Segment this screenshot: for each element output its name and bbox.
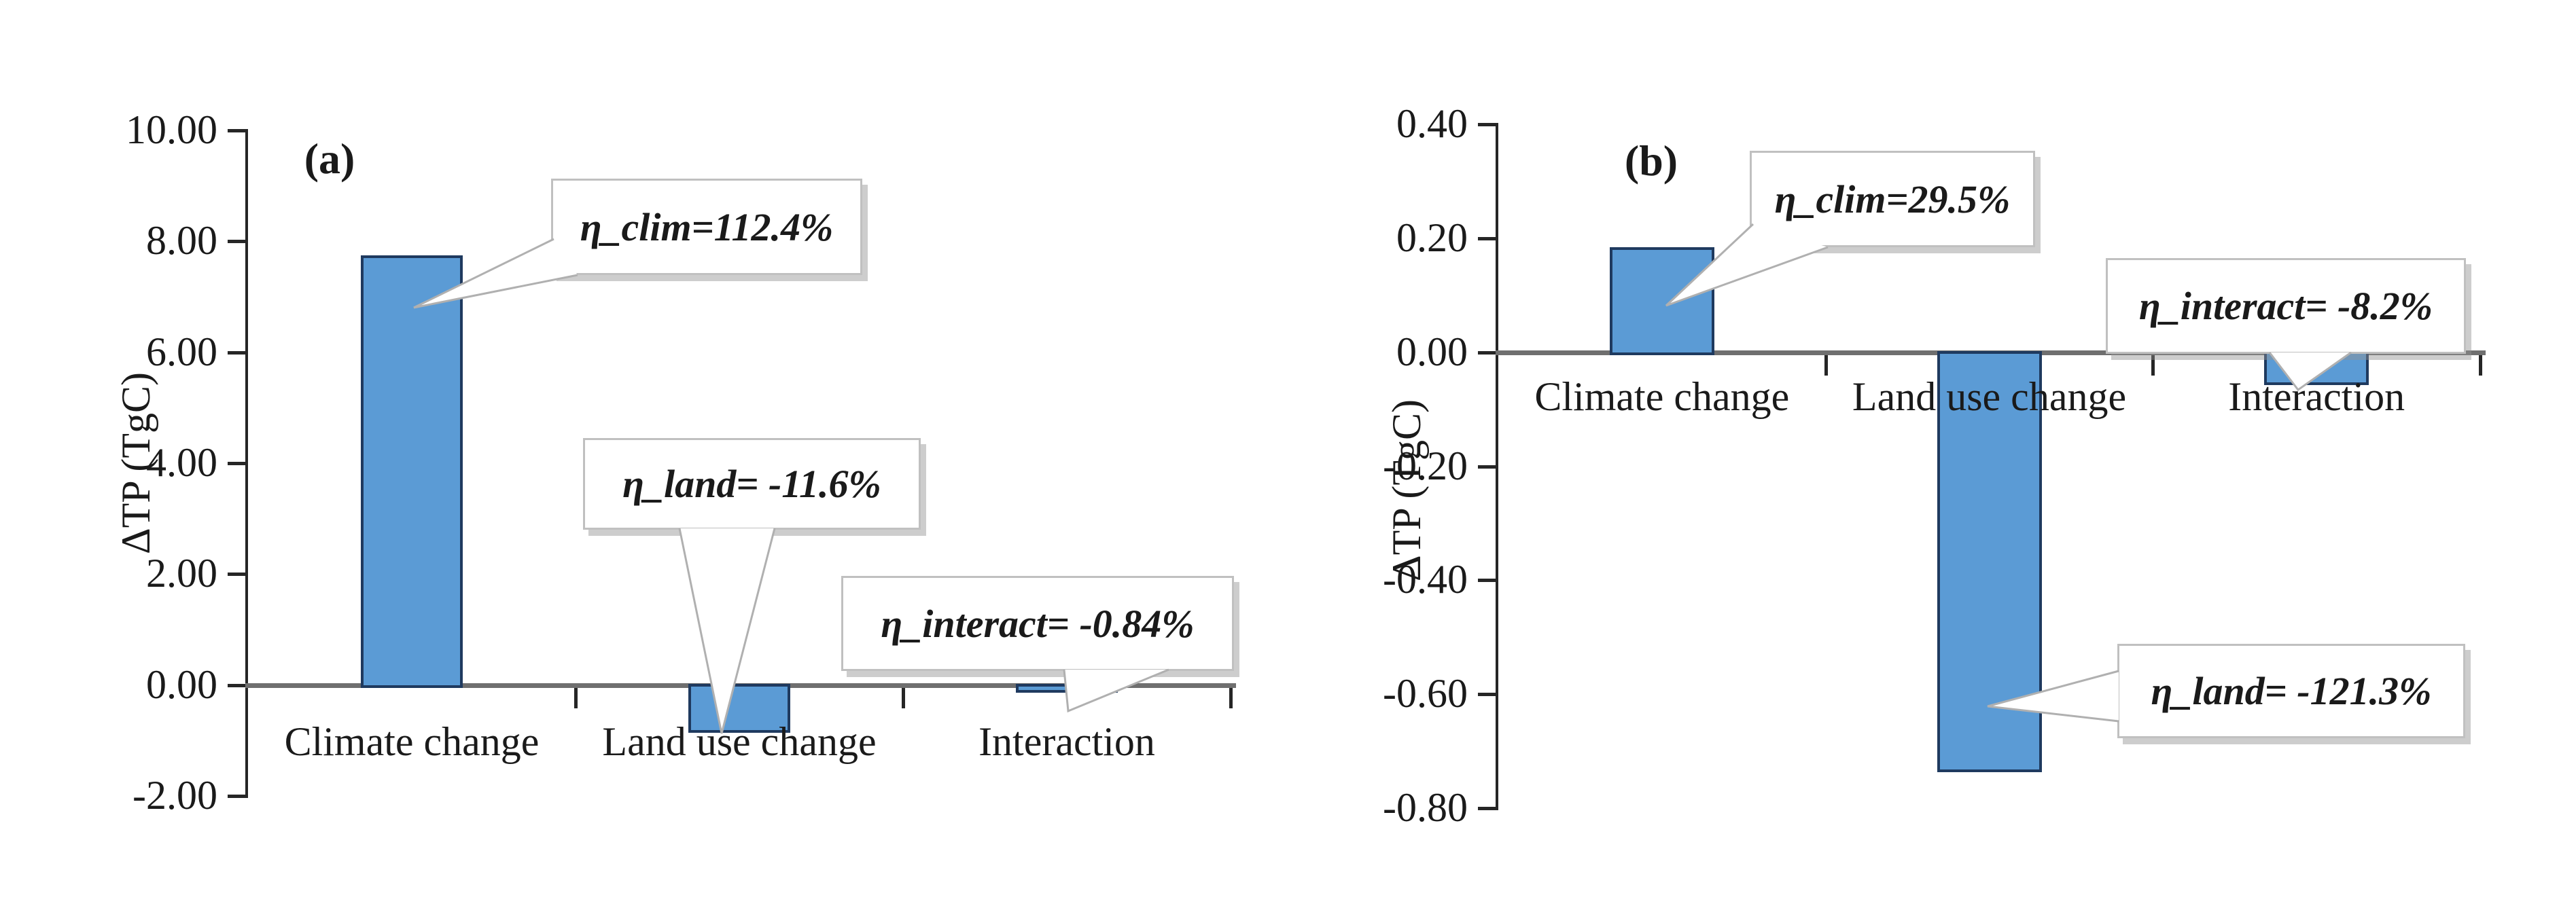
y-tick [228, 573, 248, 577]
callout-text: η_land= -121.3% [2151, 669, 2432, 713]
y-tick [1478, 465, 1498, 469]
bar [1609, 247, 1714, 355]
y-tick-label: 10.00 [126, 107, 217, 152]
panel-label: (b) [1624, 137, 1678, 185]
y-tick-label: -0.60 [1383, 671, 1468, 716]
y-tick-label: 6.00 [146, 329, 217, 374]
y-tick-label: 2.00 [146, 551, 217, 596]
callout-text: η_interact= -0.84% [881, 601, 1195, 646]
y-tick-label: 8.00 [146, 218, 217, 264]
callout: η_interact= -8.2% [2106, 258, 2466, 354]
y-tick [1478, 236, 1498, 240]
x-tick [1824, 355, 1828, 376]
y-tick-label: 0.00 [146, 661, 217, 707]
y-tick [228, 129, 248, 132]
y-axis-title: ΔTP (TgC) [113, 372, 158, 555]
y-tick [1478, 350, 1498, 355]
callout-text: η_clim=29.5% [1774, 177, 2011, 221]
y-tick-label: 0.00 [1396, 329, 1468, 374]
category-label: Climate change [1534, 374, 1790, 419]
y-tick-label: 0.40 [1396, 101, 1468, 146]
y-axis-title: ΔTP (TgC) [1384, 399, 1429, 582]
y-tick-label: -0.40 [1383, 557, 1468, 602]
category-label: Interaction [978, 719, 1155, 764]
y-tick-label: 0.20 [1396, 215, 1468, 260]
y-tick-label: -2.00 [133, 773, 217, 818]
y-tick-label: -0.20 [1383, 443, 1468, 488]
y-tick [228, 240, 248, 244]
callout: η_land= -121.3% [2117, 644, 2465, 738]
callout: η_interact= -0.84% [841, 576, 1234, 671]
y-tick [1478, 579, 1498, 583]
callout-text: η_interact= -8.2% [2138, 284, 2433, 328]
bar [361, 255, 463, 688]
callout: η_clim=29.5% [1750, 151, 2035, 247]
callout-text: η_land= -11.6% [622, 462, 881, 506]
x-tick [2479, 355, 2482, 376]
y-tick-label: 4.00 [146, 440, 217, 485]
y-tick [228, 350, 248, 355]
callout-text: η_clim=112.4% [580, 204, 834, 249]
x-tick [574, 687, 578, 708]
panel-label: (a) [304, 134, 355, 183]
x-tick [2151, 355, 2155, 376]
x-tick [902, 687, 905, 708]
callout: η_land= -11.6% [583, 438, 921, 530]
category-label: Land use change [1852, 374, 2127, 419]
category-label: Climate change [284, 719, 540, 764]
x-tick [1229, 687, 1233, 708]
y-tick-label: -0.80 [1383, 785, 1468, 830]
y-tick [1478, 807, 1498, 810]
y-tick [228, 795, 248, 798]
category-label: Interaction [2228, 374, 2405, 419]
y-tick [1478, 693, 1498, 697]
callout: η_clim=112.4% [551, 179, 862, 275]
y-tick [228, 683, 248, 687]
y-tick [1478, 123, 1498, 126]
bar [1016, 683, 1118, 693]
y-tick [228, 462, 248, 465]
